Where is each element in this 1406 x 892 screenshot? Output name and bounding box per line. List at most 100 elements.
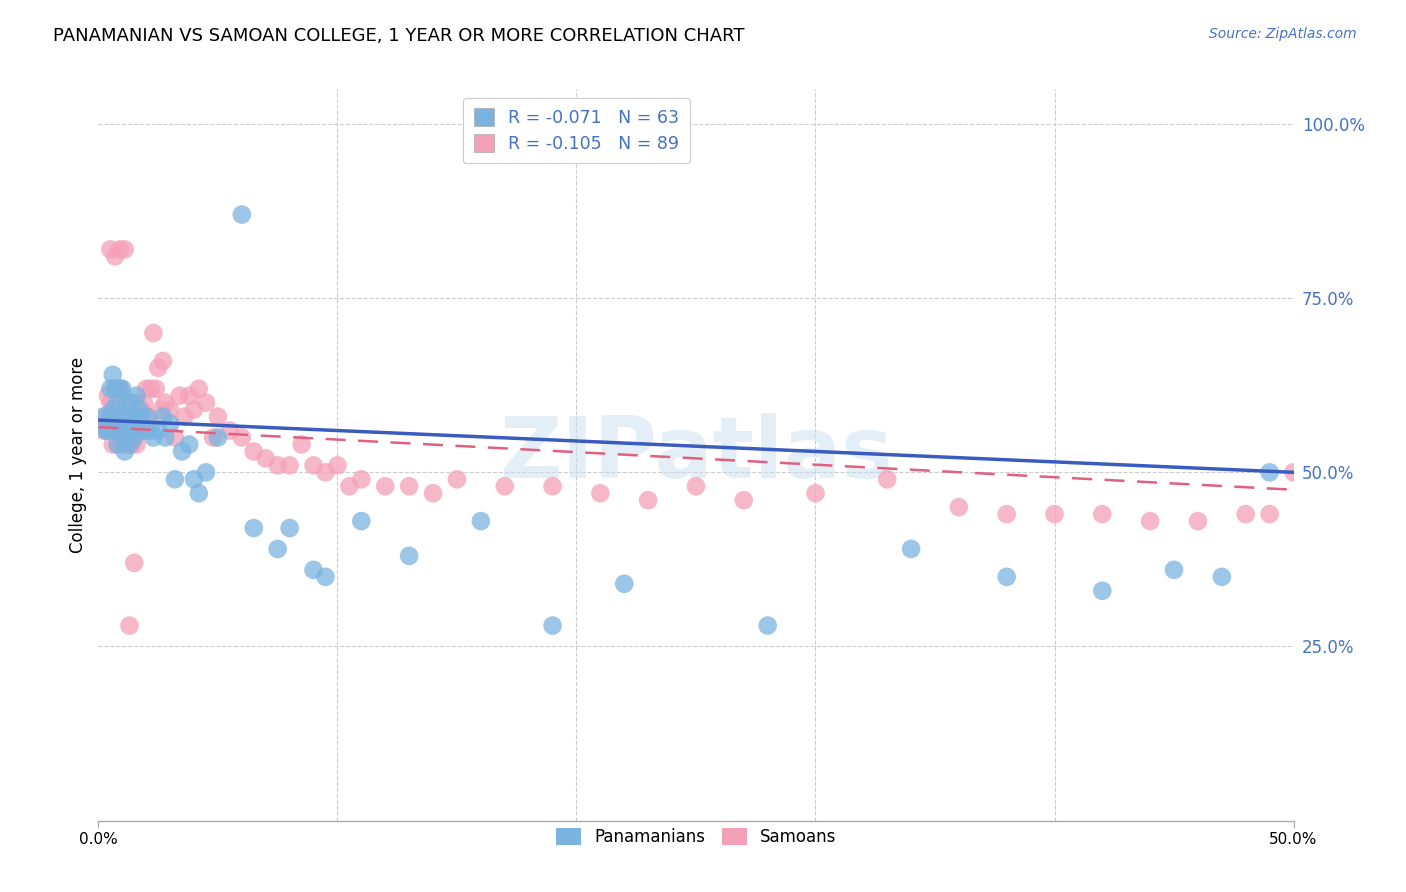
Point bbox=[172, 444, 194, 458]
Point bbox=[804, 486, 827, 500]
Point bbox=[114, 395, 136, 409]
Point bbox=[97, 424, 120, 438]
Point bbox=[494, 479, 516, 493]
Point bbox=[91, 409, 114, 424]
Point bbox=[267, 458, 290, 473]
Point bbox=[541, 618, 564, 632]
Point bbox=[589, 486, 612, 500]
Point bbox=[163, 472, 186, 486]
Point bbox=[179, 389, 201, 403]
Point bbox=[948, 500, 970, 515]
Point bbox=[169, 389, 191, 403]
Point bbox=[104, 382, 127, 396]
Point bbox=[118, 430, 141, 444]
Point bbox=[118, 437, 141, 451]
Point bbox=[138, 409, 160, 424]
Point bbox=[900, 541, 922, 556]
Point bbox=[132, 395, 155, 409]
Point bbox=[470, 514, 492, 528]
Point bbox=[115, 424, 138, 438]
Text: Source: ZipAtlas.com: Source: ZipAtlas.com bbox=[1209, 27, 1357, 41]
Point bbox=[1043, 507, 1066, 521]
Point bbox=[278, 458, 301, 473]
Point bbox=[339, 479, 361, 493]
Point bbox=[315, 466, 337, 480]
Point bbox=[326, 458, 349, 473]
Text: ZIPatlas: ZIPatlas bbox=[499, 413, 893, 497]
Point bbox=[108, 424, 131, 438]
Point bbox=[152, 409, 174, 424]
Legend: Panamanians, Samoans: Panamanians, Samoans bbox=[548, 821, 844, 853]
Point bbox=[163, 430, 186, 444]
Point bbox=[219, 424, 242, 438]
Point bbox=[195, 466, 218, 480]
Point bbox=[107, 437, 129, 451]
Point bbox=[1258, 466, 1281, 480]
Point bbox=[350, 472, 373, 486]
Point bbox=[121, 395, 143, 409]
Point bbox=[187, 486, 209, 500]
Point bbox=[118, 402, 141, 417]
Point bbox=[183, 402, 205, 417]
Point bbox=[302, 563, 325, 577]
Point bbox=[128, 424, 150, 438]
Point bbox=[135, 382, 157, 396]
Point bbox=[115, 395, 138, 409]
Point bbox=[267, 541, 290, 556]
Point bbox=[139, 382, 162, 396]
Point bbox=[98, 243, 122, 257]
Point bbox=[1163, 563, 1185, 577]
Point bbox=[278, 521, 301, 535]
Point bbox=[1282, 466, 1305, 480]
Point bbox=[108, 424, 131, 438]
Point bbox=[97, 424, 120, 438]
Point bbox=[207, 430, 229, 444]
Point bbox=[202, 430, 225, 444]
Point bbox=[187, 382, 209, 396]
Point bbox=[155, 430, 177, 444]
Point bbox=[148, 424, 170, 438]
Point bbox=[98, 382, 122, 396]
Point bbox=[107, 395, 129, 409]
Point bbox=[350, 514, 373, 528]
Point bbox=[183, 472, 205, 486]
Point bbox=[173, 409, 195, 424]
Point bbox=[115, 402, 138, 417]
Point bbox=[135, 424, 157, 438]
Point bbox=[291, 437, 314, 451]
Point bbox=[111, 382, 134, 396]
Point bbox=[124, 556, 146, 570]
Point bbox=[398, 479, 420, 493]
Point bbox=[125, 389, 148, 403]
Point bbox=[159, 417, 181, 431]
Point bbox=[243, 521, 266, 535]
Point bbox=[254, 451, 277, 466]
Point bbox=[1091, 507, 1114, 521]
Point bbox=[315, 570, 337, 584]
Point bbox=[733, 493, 755, 508]
Point bbox=[111, 417, 134, 431]
Point bbox=[97, 389, 120, 403]
Point bbox=[145, 382, 167, 396]
Point bbox=[876, 472, 898, 486]
Point bbox=[422, 486, 444, 500]
Point bbox=[125, 424, 148, 438]
Point bbox=[398, 549, 420, 563]
Point bbox=[104, 424, 127, 438]
Point bbox=[756, 618, 779, 632]
Point bbox=[101, 368, 124, 382]
Point bbox=[114, 409, 136, 424]
Point bbox=[114, 243, 136, 257]
Point bbox=[139, 424, 162, 438]
Point bbox=[98, 409, 122, 424]
Point bbox=[302, 458, 325, 473]
Point bbox=[124, 409, 146, 424]
Point bbox=[374, 479, 396, 493]
Point bbox=[101, 402, 124, 417]
Point bbox=[231, 208, 253, 222]
Point bbox=[155, 395, 177, 409]
Point bbox=[207, 409, 229, 424]
Point bbox=[1258, 507, 1281, 521]
Point bbox=[125, 437, 148, 451]
Point bbox=[111, 402, 134, 417]
